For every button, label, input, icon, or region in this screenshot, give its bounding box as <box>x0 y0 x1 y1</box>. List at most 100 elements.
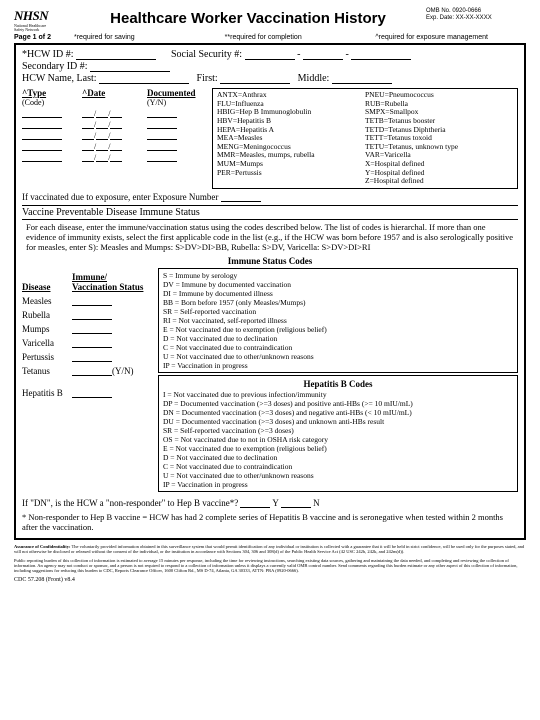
d2a[interactable] <box>82 120 94 129</box>
disease-status-field[interactable] <box>72 325 112 334</box>
disease-name: Varicella <box>22 338 72 348</box>
hepb-codes-box: Hepatitis B Codes I = Not vaccinated due… <box>158 375 518 492</box>
ssn-label: Social Security #: <box>171 49 242 60</box>
logo-text: NHSN <box>14 8 70 24</box>
imm-code: RI = Not vaccinated, self-reported illne… <box>163 316 513 325</box>
name-mid-field[interactable] <box>332 75 392 84</box>
form-number: CDC 57.208 (Front) v8.4 <box>14 577 526 583</box>
name-last-field[interactable] <box>99 75 189 84</box>
type-4[interactable] <box>22 142 62 151</box>
disease-name: Rubella <box>22 310 72 320</box>
d3c[interactable] <box>110 131 122 140</box>
d3a[interactable] <box>82 131 94 140</box>
doc-3[interactable] <box>147 131 177 140</box>
imm-code: D = Not vaccinated due to declination <box>163 334 513 343</box>
disease-status-field[interactable] <box>72 297 112 306</box>
d2c[interactable] <box>110 120 122 129</box>
disease-status-field[interactable] <box>72 367 112 376</box>
ssn-2[interactable] <box>303 51 343 60</box>
hepb-code: I = Not vaccinated due to previous infec… <box>163 390 513 399</box>
sec-id-field[interactable] <box>90 63 170 72</box>
type-3[interactable] <box>22 131 62 140</box>
section-body: For each disease, enter the immune/vacci… <box>22 220 518 255</box>
d3b[interactable] <box>96 131 108 140</box>
hepb-code: DP = Documented vaccination (>=3 doses) … <box>163 399 513 408</box>
imm-code: SR = Self-reported vaccination <box>163 307 513 316</box>
d4a[interactable] <box>82 142 94 151</box>
vaccine-codes-box: ANTX=AnthraxFLU=InfluenzaHBIG=Hep B Immu… <box>212 88 518 189</box>
d2b[interactable] <box>96 120 108 129</box>
disease-status-field[interactable] <box>72 339 112 348</box>
omb-exp: Exp. Date: XX-XX-XXXX <box>426 15 526 22</box>
imm-code: C = Not vaccinated due to contraindicati… <box>163 343 513 352</box>
section-header: Vaccine Preventable Disease Immune Statu… <box>22 205 518 220</box>
dn-y-field[interactable] <box>240 499 270 508</box>
type-1[interactable] <box>22 109 62 118</box>
d5b[interactable] <box>96 153 108 162</box>
disease-head: Disease <box>22 282 72 292</box>
d1a[interactable] <box>82 109 94 118</box>
dn-n-field[interactable] <box>281 499 311 508</box>
name-first-field[interactable] <box>220 75 290 84</box>
dn-n-label: N <box>313 498 320 508</box>
imm-code: IP = Vaccination in progress <box>163 361 513 370</box>
omb-no: OMB No. 0920-0666 <box>426 8 526 15</box>
doc-1[interactable] <box>147 109 177 118</box>
hepb-code: DU = Documented vaccination (>=3 doses) … <box>163 417 513 426</box>
disease-name: Pertussis <box>22 352 72 362</box>
req-saving: *required for saving <box>74 34 225 41</box>
hepb-code: IP = Vaccination in progress <box>163 480 513 489</box>
hepb-code: OS = Not vaccinated due to not in OSHA r… <box>163 435 513 444</box>
name-last-label: HCW Name, Last: <box>22 73 97 84</box>
hepb-code: C = Not vaccinated due to contraindicati… <box>163 462 513 471</box>
exposure-line: If vaccinated due to exposure, enter Exp… <box>22 192 218 202</box>
d4c[interactable] <box>110 142 122 151</box>
hepb-code: SR = Self-reported vaccination (>=3 dose… <box>163 426 513 435</box>
page-title: Healthcare Worker Vaccination History <box>70 10 426 27</box>
dn-question: If "DN", is the HCW a "non-responder" to… <box>22 498 238 508</box>
imm-code: DV = Immune by documented vaccination <box>163 280 513 289</box>
disease-name: Hepatitis B <box>22 388 72 398</box>
omb-block: OMB No. 0920-0666 Exp. Date: XX-XX-XXXX <box>426 8 526 22</box>
name-first-label: First: <box>197 73 218 84</box>
sec-id-label: Secondary ID #: <box>22 61 88 72</box>
ssn-3[interactable] <box>351 51 411 60</box>
disease-status-field[interactable] <box>72 311 112 320</box>
req-completion: **required for completion <box>225 34 376 41</box>
type-2[interactable] <box>22 120 62 129</box>
imm-code: U = Not vaccinated due to other/unknown … <box>163 352 513 361</box>
doc-4[interactable] <box>147 142 177 151</box>
page-number: Page 1 of 2 <box>14 34 74 41</box>
hepb-code: E = Not vaccinated due to exemption (rel… <box>163 444 513 453</box>
imm-code: DI = Immune by documented illness <box>163 289 513 298</box>
disease-status-field[interactable] <box>72 353 112 362</box>
imm-code: BB = Born before 1957 (only Measles/Mump… <box>163 298 513 307</box>
logo-sub2: Safety Network <box>14 28 70 32</box>
hepb-code: DN = Documented vaccination (>=3 doses) … <box>163 408 513 417</box>
doc-2[interactable] <box>147 120 177 129</box>
foot1-text: The voluntarily provided information obt… <box>14 544 524 554</box>
d1c[interactable] <box>110 109 122 118</box>
d4b[interactable] <box>96 142 108 151</box>
burden: Public reporting burden of this collecti… <box>14 558 526 574</box>
col-doc: Documented <box>147 88 202 98</box>
imm-codes-title: Immune Status Codes <box>22 256 518 266</box>
hcw-id-field[interactable] <box>76 51 156 60</box>
doc-5[interactable] <box>147 153 177 162</box>
disease-status-field[interactable] <box>72 389 112 398</box>
ssn-1[interactable] <box>245 51 295 60</box>
req-exposure: ^required for exposure management <box>375 34 526 41</box>
col-date: ^Date <box>82 88 137 98</box>
vac-code: Z=Hospital defined <box>365 177 513 186</box>
d1b[interactable] <box>96 109 108 118</box>
name-mid-label: Middle: <box>298 73 330 84</box>
confidentiality: Assurance of Confidentiality: The volunt… <box>14 544 526 554</box>
disease-name: Mumps <box>22 324 72 334</box>
d5c[interactable] <box>110 153 122 162</box>
imm-code: E = Not vaccinated due to exemption (rel… <box>163 325 513 334</box>
d5a[interactable] <box>82 153 94 162</box>
type-5[interactable] <box>22 153 62 162</box>
imm-code: S = Immune by serology <box>163 271 513 280</box>
vac-code: PER=Pertussis <box>217 169 365 178</box>
exposure-number[interactable] <box>221 193 261 202</box>
